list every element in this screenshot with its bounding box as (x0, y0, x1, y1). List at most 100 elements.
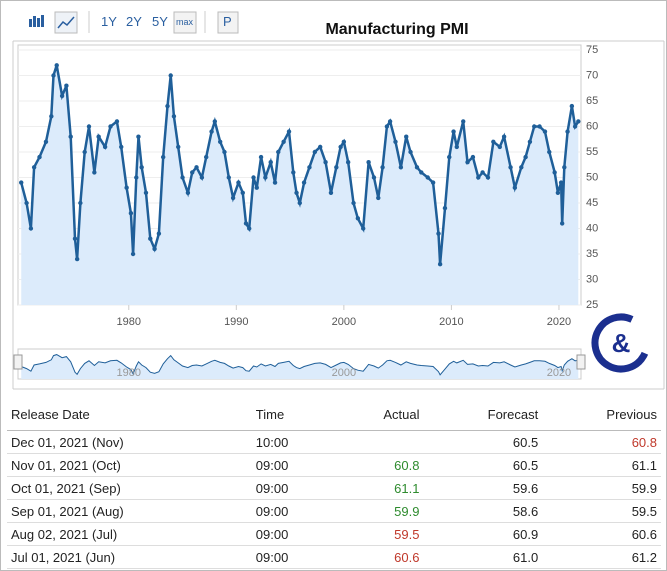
marker (108, 124, 113, 129)
table-row: Dec 01, 2021 (Nov) 10:00 60.5 60.8 (7, 430, 661, 454)
navigator-handle[interactable] (576, 354, 586, 370)
time-cell: 09:00 (251, 499, 334, 523)
marker (451, 129, 456, 134)
marker (436, 231, 441, 236)
marker (230, 195, 236, 201)
marker (442, 205, 448, 211)
marker (351, 200, 356, 206)
marker (165, 103, 170, 109)
x-tick-label: 2010 (439, 316, 463, 328)
marker (209, 129, 214, 134)
marker (254, 185, 259, 190)
previous-cell: 60.6 (542, 522, 661, 546)
x-tick-label: 1980 (117, 316, 141, 328)
marker (236, 180, 241, 185)
marker (430, 180, 436, 185)
range-button[interactable]: 2Y (126, 14, 142, 29)
marker (124, 185, 129, 190)
range-button[interactable]: 1Y (101, 14, 117, 29)
marker (176, 144, 181, 150)
marker (437, 262, 443, 267)
marker (226, 175, 231, 180)
marker (576, 119, 581, 124)
marker (338, 144, 343, 150)
forecast-cell: 60.9 (423, 522, 543, 546)
actual-cell: 59.5 (333, 522, 424, 546)
marker (312, 149, 318, 155)
marker (527, 139, 533, 144)
marker (190, 170, 195, 175)
marker (268, 160, 273, 165)
marker (130, 251, 136, 257)
marker (19, 180, 24, 185)
marker (78, 200, 83, 206)
marker (361, 226, 366, 231)
marker (454, 144, 459, 150)
chart-title: Manufacturing PMI (325, 21, 468, 38)
previous-cell: 60.8 (542, 430, 661, 454)
marker (297, 200, 302, 206)
navigator-tick-label: 2020 (547, 367, 571, 379)
marker (212, 119, 218, 124)
marker (139, 165, 144, 170)
table-row: Aug 02, 2021 (Jul) 09:00 59.5 60.9 60.6 (7, 522, 661, 546)
marker (51, 73, 56, 78)
release-date-cell: Aug 02, 2021 (Jul) (7, 522, 252, 546)
marker (419, 170, 424, 175)
marker (323, 160, 328, 165)
column-header: Previous (542, 403, 661, 431)
marker (72, 236, 78, 241)
forecast-cell: 59.6 (423, 476, 543, 500)
logo-symbol: & (612, 328, 631, 358)
release-date-cell: Dec 01, 2021 (Nov) (7, 430, 252, 454)
release-date-cell: Nov 01, 2021 (Oct) (7, 453, 252, 477)
marker (240, 190, 245, 195)
marker (54, 63, 59, 68)
marker (555, 190, 561, 195)
marker (393, 139, 398, 144)
marker (341, 139, 347, 144)
navigator-handle[interactable] (13, 354, 23, 370)
range-button[interactable]: max (176, 17, 194, 27)
marker (565, 129, 570, 134)
marker (501, 134, 507, 139)
marker (222, 149, 227, 155)
marker (168, 73, 173, 78)
marker (547, 149, 552, 155)
table-row: Sep 01, 2021 (Aug) 09:00 59.9 58.6 59.5 (7, 499, 661, 523)
marker (31, 165, 37, 170)
navigator-tick-label: 2000 (332, 367, 356, 379)
marker (558, 180, 564, 185)
range-button[interactable]: 5Y (152, 14, 168, 29)
marker (160, 154, 166, 160)
marker (384, 124, 390, 129)
previous-cell: 59.9 (542, 476, 661, 500)
chart-type-icons[interactable] (29, 11, 239, 34)
marker (491, 139, 496, 144)
time-cell: 09:00 (251, 522, 334, 546)
marker (447, 154, 452, 160)
y-tick-label: 75 (586, 44, 598, 56)
marker (148, 236, 153, 241)
marker (542, 129, 548, 134)
x-tick-label: 1990 (224, 316, 248, 328)
time-cell: 10:00 (251, 430, 334, 454)
marker (64, 83, 69, 88)
marker (376, 195, 381, 201)
range-button[interactable]: P (223, 14, 232, 29)
marker (199, 175, 205, 180)
release-table: Release Date Time Actual Forecast Previous D… (7, 403, 661, 569)
marker (119, 144, 124, 150)
marker (24, 200, 29, 206)
marker (194, 165, 199, 170)
marker (519, 165, 524, 170)
marker (43, 139, 49, 144)
marker (408, 149, 413, 155)
marker (497, 144, 503, 150)
previous-cell: 61.1 (542, 453, 661, 477)
column-header: Time (251, 403, 334, 431)
marker (152, 246, 157, 252)
marker (371, 175, 377, 180)
marker (243, 221, 249, 226)
y-tick-label: 55 (586, 146, 598, 158)
